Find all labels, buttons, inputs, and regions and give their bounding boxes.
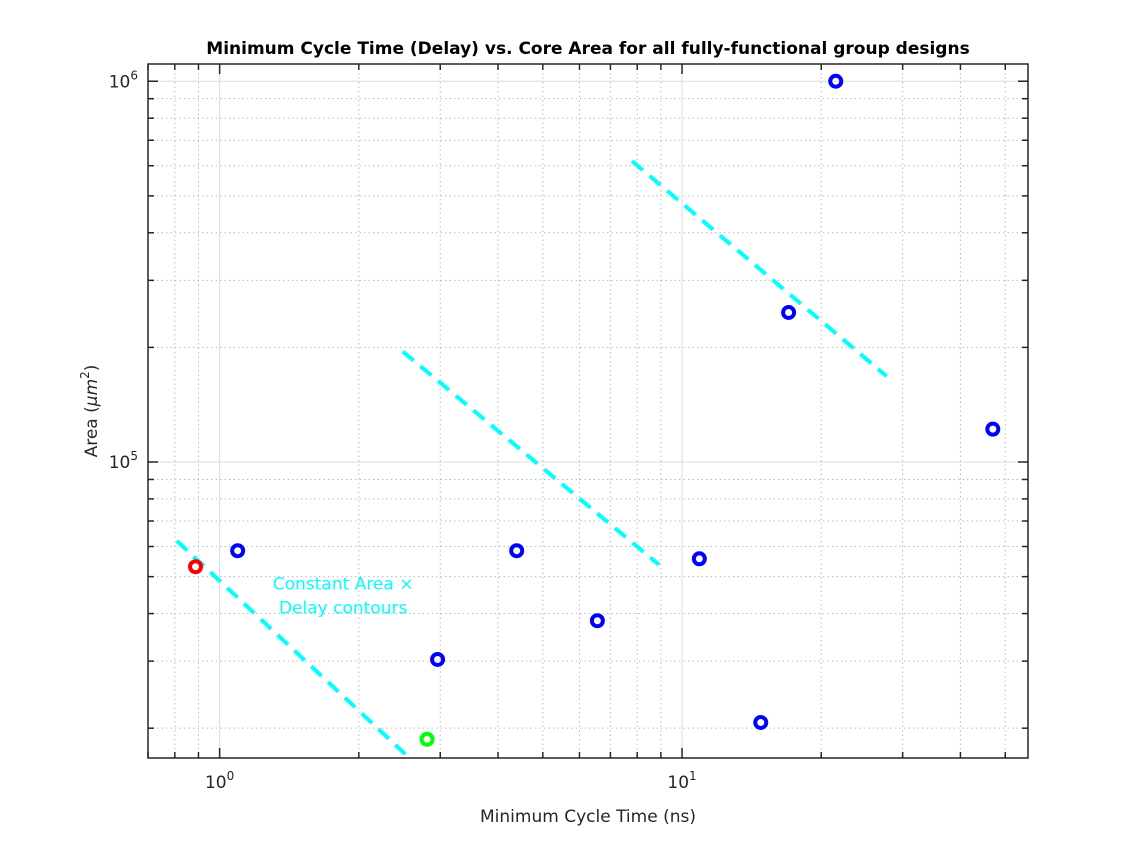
- y-tick-label: 105: [109, 449, 138, 473]
- annotation-line-2: Delay contours: [279, 599, 408, 619]
- chart-title: Minimum Cycle Time (Delay) vs. Core Area…: [206, 39, 969, 59]
- data-point: [188, 559, 204, 575]
- contour-line: [630, 159, 888, 378]
- tick-base: 10: [667, 773, 689, 793]
- data-point: [985, 421, 1001, 437]
- y-label-prefix: Area (: [82, 406, 102, 457]
- tick-base: 10: [109, 72, 131, 92]
- axes-box: [147, 63, 1029, 759]
- contour-line: [401, 350, 661, 567]
- data-point: [419, 731, 435, 747]
- data-point: [753, 714, 769, 730]
- contour-line: [175, 539, 407, 756]
- y-label-suffix: ): [82, 365, 102, 372]
- data-point: [509, 543, 525, 559]
- data-point: [691, 551, 707, 567]
- contour-lines: [175, 159, 888, 756]
- tick-exponent: 1: [689, 769, 697, 783]
- tick-exponent: 0: [227, 769, 235, 783]
- tick-base: 10: [205, 773, 227, 793]
- tick-exponent: 5: [130, 449, 138, 463]
- tick-base: 10: [109, 453, 131, 473]
- y-label-unit: μm: [82, 379, 102, 407]
- data-point: [828, 73, 844, 89]
- annotation-line-1: Constant Area ×: [273, 575, 414, 595]
- x-tick-label: 100: [205, 769, 234, 793]
- y-tick-label: 106: [109, 68, 138, 92]
- tick-exponent: 6: [130, 68, 138, 82]
- data-points: [188, 73, 1001, 747]
- grid: [147, 64, 1028, 758]
- contour-annotation: Constant Area × Delay contours: [273, 575, 414, 619]
- x-axis-label: Minimum Cycle Time (ns): [480, 807, 696, 827]
- y-axis-label: Area (μm2): [78, 365, 102, 458]
- x-tick-label: 101: [667, 769, 696, 793]
- y-label-exp: 2: [78, 371, 92, 379]
- data-point: [781, 305, 797, 321]
- data-point: [430, 651, 446, 667]
- data-point: [589, 613, 605, 629]
- data-point: [230, 543, 246, 559]
